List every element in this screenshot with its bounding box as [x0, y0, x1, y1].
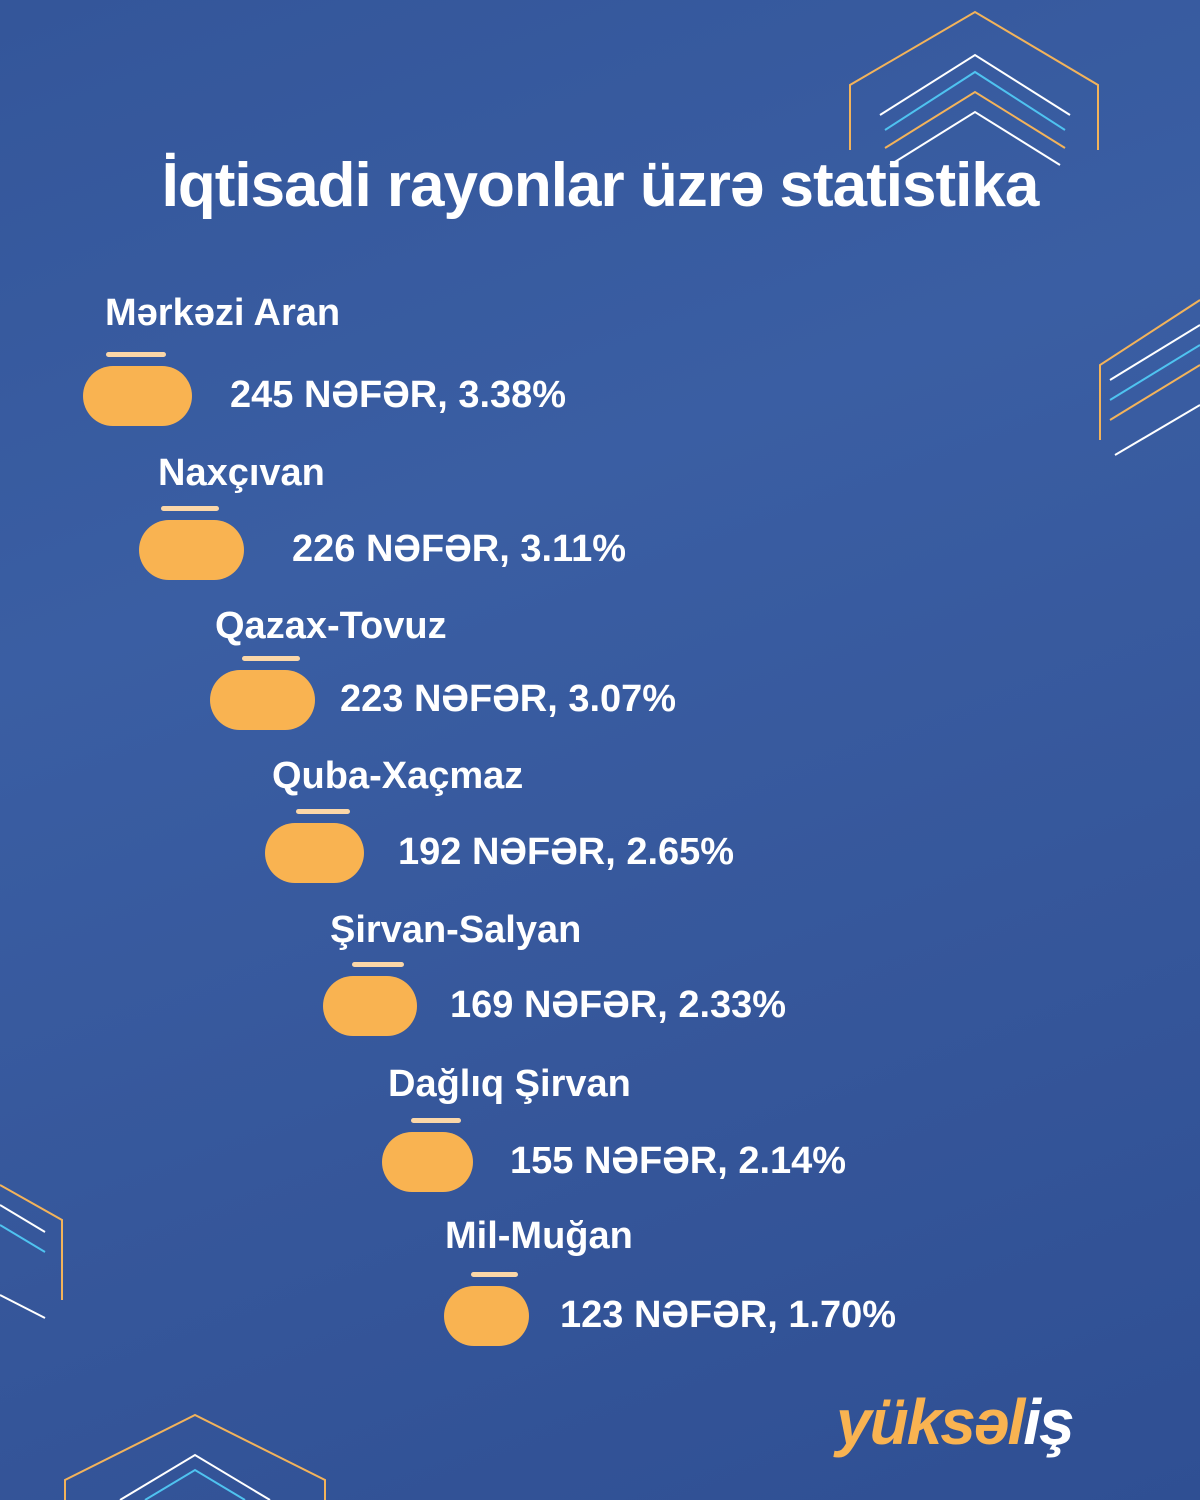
category-label: Quba-Xaçmaz — [272, 755, 524, 797]
category-label: Qazax-Tovuz — [215, 605, 447, 647]
category-label: Dağlıq Şirvan — [388, 1063, 631, 1105]
pill-accent-line — [471, 1272, 518, 1277]
yukselis-logo: yüksəliş — [836, 1386, 1075, 1458]
pill-accent-line — [410, 1118, 461, 1123]
category-label: Şirvan-Salyan — [330, 909, 582, 951]
bar-pill — [265, 823, 364, 883]
pill-accent-line — [295, 809, 350, 814]
bar-pill — [83, 366, 192, 426]
value-label: 123 NƏFƏR, 1.70% — [560, 1294, 897, 1336]
pill-accent-line — [105, 352, 166, 357]
bar-pill — [139, 520, 244, 580]
pill-accent-line — [241, 656, 300, 661]
bar-pill — [210, 670, 315, 730]
value-label: 169 NƏFƏR, 2.33% — [450, 984, 787, 1026]
value-label: 245 NƏFƏR, 3.38% — [230, 374, 567, 416]
value-label: 192 NƏFƏR, 2.65% — [398, 831, 735, 873]
category-label: Mil-Muğan — [445, 1215, 633, 1257]
pill-accent-line — [352, 962, 404, 967]
bar-pill — [323, 976, 417, 1036]
value-label: 226 NƏFƏR, 3.11% — [292, 528, 627, 570]
pill-accent-line — [160, 506, 219, 511]
page-title: İqtisadi rayonlar üzrə statistika — [161, 151, 1040, 220]
value-label: 223 NƏFƏR, 3.07% — [340, 678, 677, 720]
value-label: 155 NƏFƏR, 2.14% — [510, 1140, 847, 1182]
category-label: Mərkəzi Aran — [105, 292, 341, 334]
category-label: Naxçıvan — [158, 452, 325, 494]
bar-pill — [444, 1286, 529, 1346]
bar-pill — [382, 1132, 473, 1192]
